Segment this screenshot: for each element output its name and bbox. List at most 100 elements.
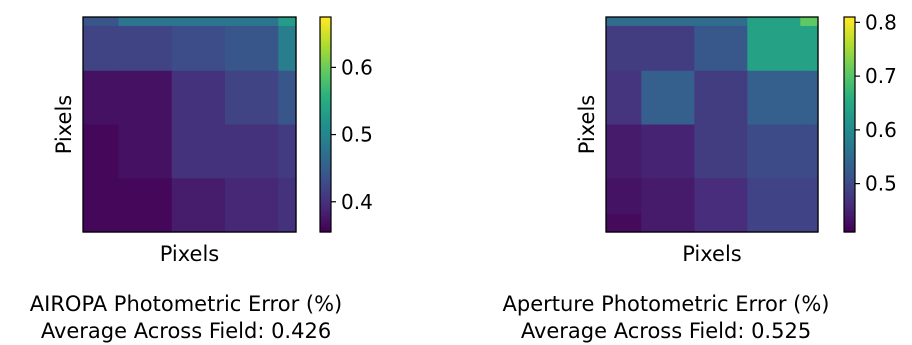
airopa-heatmap-cell (83, 214, 120, 233)
aperture-heatmap-cell (803, 17, 819, 27)
aperture-colorbar-segment (844, 215, 855, 220)
airopa-heatmap-cell (281, 70, 297, 126)
aperture-heatmap-chart: Pixels Pixels 0.5 0.6 0.7 0.8 (575, 10, 897, 266)
aperture-heatmap-cell (606, 25, 642, 72)
aperture-colorbar-segment (844, 218, 855, 222)
airopa-colorbar-segment (320, 146, 331, 150)
airopa-colorbar-segment (320, 175, 331, 179)
airopa-colorbar-segment (320, 105, 331, 109)
airopa-colorbar-segment (320, 113, 331, 118)
airopa-colorbar-segment (320, 49, 331, 53)
airopa-colorbar-segment (320, 97, 331, 101)
aperture-colorbar-segment (844, 43, 855, 48)
airopa-heatmap-cell (171, 17, 226, 27)
airopa-colorbar-segment (320, 81, 331, 85)
airopa-colorbar-segment (320, 68, 331, 72)
aperture-colorbar-segment (844, 127, 855, 131)
airopa-colorbar-segment (320, 25, 331, 29)
airopa-colorbar-segment (320, 38, 331, 42)
airopa-colorbar-segment (320, 111, 331, 115)
airopa-colorbar-segment (320, 51, 331, 56)
aperture-colorbar-segment (844, 103, 855, 107)
aperture-colorbar-segment (844, 62, 855, 66)
airopa-colorbar-segment (320, 186, 331, 190)
aperture-colorbar-segment (844, 129, 855, 134)
airopa-heatmap-cell (281, 25, 297, 72)
airopa-colorbar-segment (320, 89, 331, 93)
airopa-colorbar-segment (320, 191, 331, 195)
airopa-colorbar-segment (320, 148, 331, 152)
airopa-colorbar-segment (320, 143, 331, 147)
aperture-colorbar-segment (844, 229, 855, 233)
airopa-colorbar-segment (320, 54, 331, 58)
airopa-heatmap-cell (171, 124, 226, 179)
airopa-heatmap-cell (278, 25, 283, 72)
aperture-colorbar-segment (844, 70, 855, 75)
aperture-colorbar-segment (844, 41, 855, 45)
aperture-colorbar-segment (844, 146, 855, 150)
airopa-colorbar-segment (320, 121, 331, 126)
aperture-colorbar-segment (844, 189, 855, 193)
aperture-colorbar-segment (844, 81, 855, 85)
aperture-colorbar-segment (844, 121, 855, 126)
aperture-colorbar-segment (844, 51, 855, 56)
aperture-colorbar-segment (844, 35, 855, 40)
airopa-colorbar-segment (320, 86, 331, 91)
airopa-colorbar-segment (320, 60, 331, 64)
aperture-colorbar-segment (844, 159, 855, 163)
aperture-heatmap-cell (803, 214, 819, 233)
aperture-heatmap-cell (606, 214, 642, 233)
aperture-heatmap-cell (641, 214, 695, 233)
aperture-colorbar-segment (844, 46, 855, 50)
aperture-heatmap-cell (800, 214, 805, 233)
aperture-colorbar-segment (844, 92, 855, 96)
airopa-colorbar-segment (320, 33, 331, 37)
aperture-subtitle: Average Across Field: 0.525 (520, 319, 812, 343)
aperture-colorbar-tick-label: 0.7 (865, 64, 897, 88)
aperture-colorbar-segment (844, 76, 855, 80)
airopa-colorbar-segment (320, 221, 331, 225)
aperture-title: Aperture Photometric Error (%) (502, 292, 830, 316)
airopa-colorbar-tick-label: 0.5 (341, 123, 373, 147)
aperture-y-axis-label: Pixels (575, 95, 599, 155)
aperture-colorbar-segment (844, 17, 855, 21)
airopa-colorbar-segment (320, 215, 331, 220)
aperture-colorbar-segment (844, 38, 855, 42)
aperture-colorbar-tick-label: 0.6 (865, 118, 897, 142)
aperture-colorbar-segment (844, 178, 855, 182)
aperture-colorbar-segment (844, 68, 855, 72)
airopa-heatmap-cell (83, 17, 120, 27)
airopa-colorbar-segment (320, 35, 331, 40)
aperture-heatmap-cell (747, 25, 801, 72)
aperture-colorbar-segment (844, 78, 855, 83)
aperture-colorbar-segment (844, 86, 855, 91)
aperture-colorbar-segment (844, 73, 855, 77)
aperture-colorbar-segment (844, 132, 855, 136)
airopa-heatmap-cell (83, 70, 120, 126)
aperture-heatmap-cell (694, 70, 748, 126)
airopa-colorbar-segment (320, 213, 331, 217)
airopa-heatmap-cell (225, 17, 279, 27)
aperture-heatmap-cell (800, 124, 805, 179)
airopa-colorbar-segment (320, 41, 331, 45)
aperture-heatmap-cell (606, 178, 642, 215)
aperture-colorbar-segment (844, 221, 855, 225)
airopa-colorbar-segment (320, 180, 331, 185)
airopa-plot-frame (82, 16, 297, 233)
airopa-colorbar-segment (320, 207, 331, 212)
airopa-colorbar-segment (320, 17, 331, 21)
airopa-heatmap-cell (171, 70, 226, 126)
airopa-colorbar-segment (320, 199, 331, 204)
airopa-colorbar-segment (320, 156, 331, 161)
aperture-colorbar-tick-label: 0.8 (865, 10, 897, 34)
airopa-colorbar-segment (320, 218, 331, 222)
aperture-colorbar-frame (843, 16, 856, 233)
aperture-colorbar-segment (844, 202, 855, 206)
aperture-heatmap-cell (694, 17, 748, 27)
aperture-colorbar-segment (844, 172, 855, 177)
aperture-colorbar-segment (844, 22, 855, 26)
airopa-colorbar-tick-label: 0.6 (341, 55, 373, 79)
aperture-colorbar-segment (844, 89, 855, 93)
aperture-colorbar-segment (844, 143, 855, 147)
aperture-heatmap-cell (803, 25, 819, 72)
